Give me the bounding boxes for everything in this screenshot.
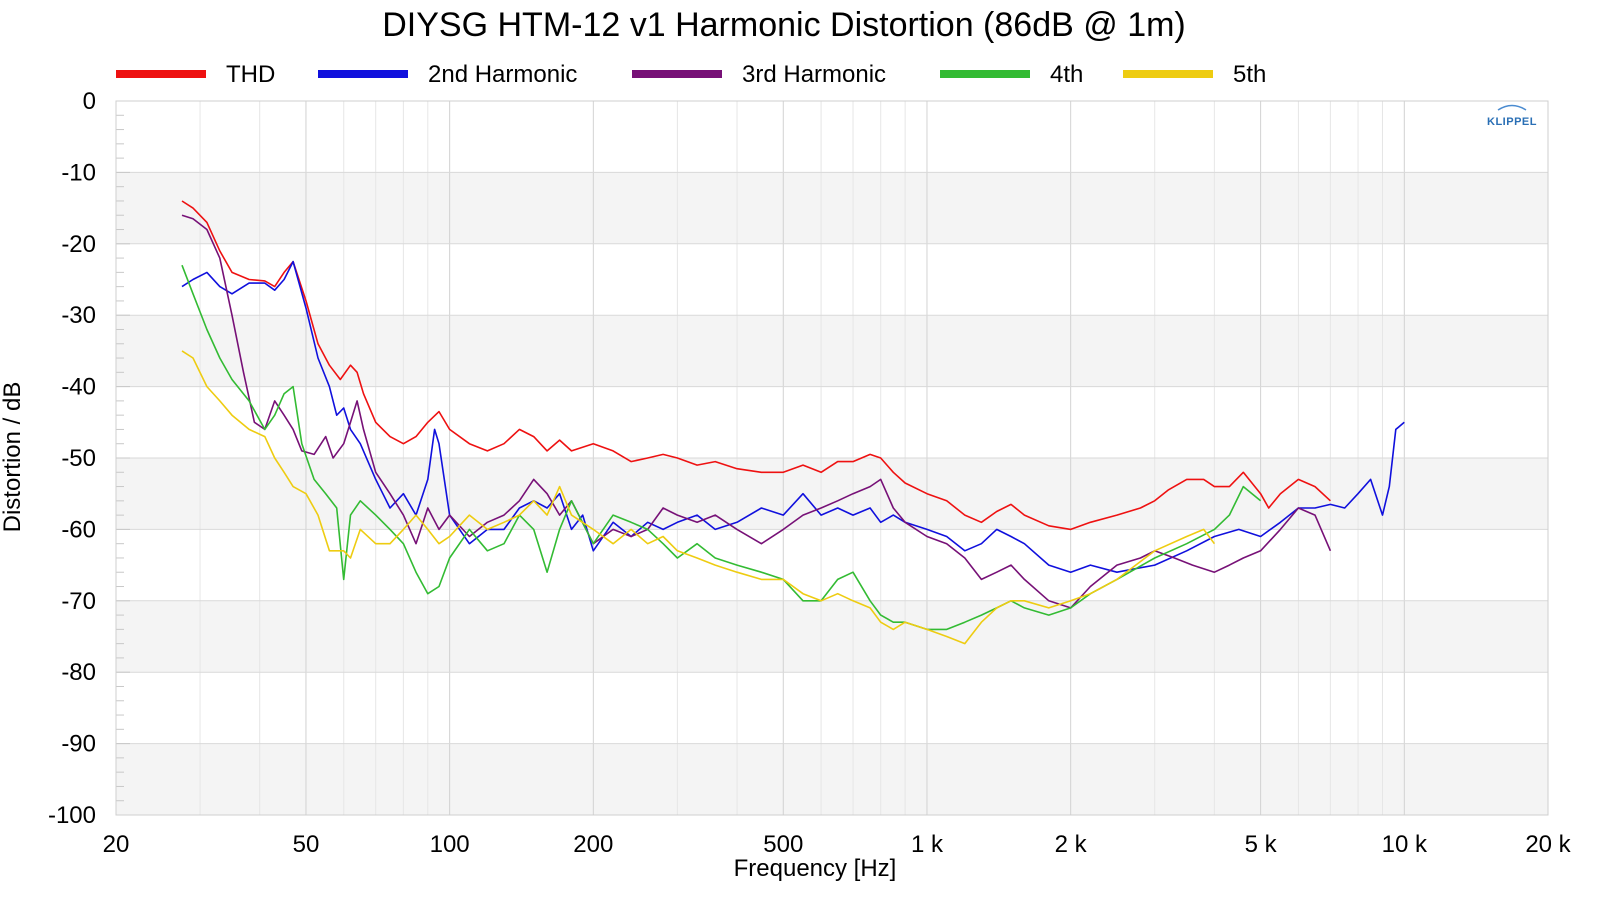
y-axis-ticks: 0 -10 -20 -30 -40 -50 -60 -70 -80 -90 -100 — [48, 88, 96, 829]
x-tick-label: 200 — [573, 831, 613, 858]
series-line-3rd-harmonic — [181, 214, 1332, 609]
y-axis-label: Distortion / dB — [0, 382, 26, 533]
series-line-5th — [181, 350, 1216, 645]
y-tick-label: -100 — [48, 802, 96, 829]
legend-label-3rd-harmonic: 3rd Harmonic — [742, 61, 886, 88]
plot-frame — [115, 100, 1549, 816]
y-tick-label: -60 — [61, 516, 96, 543]
x-tick-label: 20 k — [1525, 831, 1571, 858]
plot-band — [116, 743, 1548, 815]
legend-label-thd: THD — [226, 61, 275, 88]
legend-label-2nd-harmonic: 2nd Harmonic — [428, 61, 577, 88]
legend: THD 2nd Harmonic 3rd Harmonic 4th 5th — [116, 61, 1266, 88]
plot-bands — [116, 172, 1548, 815]
plot-band — [116, 458, 1548, 530]
x-axis-ticks: 20 50 100 200 500 1 k 2 k 5 k 10 k 20 k — [103, 831, 1572, 858]
x-tick-label: 500 — [763, 831, 803, 858]
chart-title: DIYSG HTM-12 v1 Harmonic Distortion (86d… — [382, 6, 1186, 44]
x-tick-label: 2 k — [1055, 831, 1088, 858]
klippel-logo: KLIPPEL — [1487, 104, 1537, 128]
klippel-logo-text: KLIPPEL — [1487, 116, 1537, 128]
plot-band — [116, 315, 1548, 387]
y-tick-label: 0 — [83, 88, 96, 115]
legend-label-4th: 4th — [1050, 61, 1083, 88]
klippel-logo-arc — [1497, 104, 1527, 111]
plot-band — [116, 172, 1548, 244]
x-tick-label: 1 k — [911, 831, 944, 858]
x-axis-label: Frequency [Hz] — [734, 855, 897, 882]
y-tick-label: -70 — [61, 588, 96, 615]
x-tick-label: 100 — [430, 831, 470, 858]
x-tick-label: 10 k — [1382, 831, 1428, 858]
y-tick-label: -50 — [61, 445, 96, 472]
legend-label-5th: 5th — [1233, 61, 1266, 88]
y-tick-label: -90 — [61, 731, 96, 758]
x-tick-label: 20 — [103, 831, 130, 858]
y-tick-label: -10 — [61, 159, 96, 186]
series-lines — [181, 200, 1405, 645]
minor-ticks — [116, 100, 130, 816]
x-tick-label: 5 k — [1245, 831, 1278, 858]
y-tick-label: -40 — [61, 374, 96, 401]
series-line-thd — [181, 200, 1331, 531]
y-tick-label: -80 — [61, 659, 96, 686]
y-tick-label: -20 — [61, 231, 96, 258]
plot-band — [116, 600, 1548, 673]
x-tick-label: 50 — [293, 831, 320, 858]
y-tick-label: -30 — [61, 302, 96, 329]
